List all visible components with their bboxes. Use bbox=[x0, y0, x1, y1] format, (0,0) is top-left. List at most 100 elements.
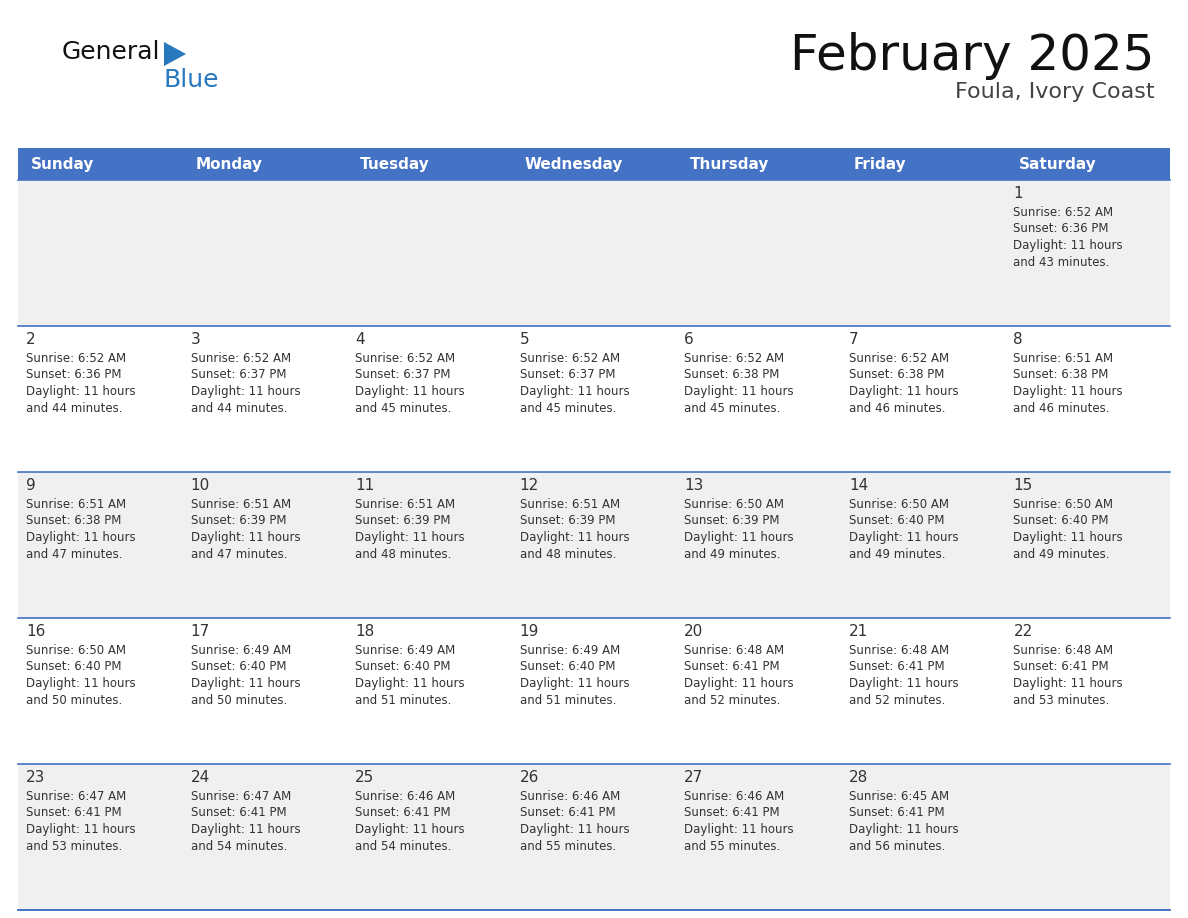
Text: and 47 minutes.: and 47 minutes. bbox=[190, 547, 287, 561]
Text: 8: 8 bbox=[1013, 332, 1023, 347]
Text: Sunset: 6:36 PM: Sunset: 6:36 PM bbox=[1013, 222, 1108, 236]
Text: General: General bbox=[62, 40, 160, 64]
Text: Daylight: 11 hours: Daylight: 11 hours bbox=[1013, 677, 1123, 690]
Text: Sunrise: 6:49 AM: Sunrise: 6:49 AM bbox=[190, 644, 291, 657]
Text: Daylight: 11 hours: Daylight: 11 hours bbox=[26, 677, 135, 690]
Text: Blue: Blue bbox=[164, 68, 220, 92]
Text: Daylight: 11 hours: Daylight: 11 hours bbox=[684, 677, 794, 690]
Polygon shape bbox=[164, 42, 187, 66]
Text: Sunrise: 6:50 AM: Sunrise: 6:50 AM bbox=[26, 644, 126, 657]
Text: 1: 1 bbox=[1013, 186, 1023, 201]
Text: Daylight: 11 hours: Daylight: 11 hours bbox=[849, 385, 959, 398]
Bar bbox=[18, 764, 1170, 910]
Text: and 52 minutes.: and 52 minutes. bbox=[684, 693, 781, 707]
Text: Sunrise: 6:52 AM: Sunrise: 6:52 AM bbox=[684, 352, 784, 365]
Text: Daylight: 11 hours: Daylight: 11 hours bbox=[849, 823, 959, 836]
Text: Sunset: 6:39 PM: Sunset: 6:39 PM bbox=[684, 514, 779, 528]
Text: Sunrise: 6:52 AM: Sunrise: 6:52 AM bbox=[190, 352, 291, 365]
Text: Daylight: 11 hours: Daylight: 11 hours bbox=[190, 385, 301, 398]
Text: and 54 minutes.: and 54 minutes. bbox=[355, 839, 451, 853]
Text: and 49 minutes.: and 49 minutes. bbox=[849, 547, 946, 561]
Text: 25: 25 bbox=[355, 770, 374, 785]
Text: Sunrise: 6:52 AM: Sunrise: 6:52 AM bbox=[849, 352, 949, 365]
Text: Sunset: 6:41 PM: Sunset: 6:41 PM bbox=[684, 807, 779, 820]
Text: and 43 minutes.: and 43 minutes. bbox=[1013, 255, 1110, 268]
Text: Sunday: Sunday bbox=[31, 156, 95, 172]
Text: Sunrise: 6:46 AM: Sunrise: 6:46 AM bbox=[355, 790, 455, 803]
Text: Daylight: 11 hours: Daylight: 11 hours bbox=[684, 823, 794, 836]
Text: Sunrise: 6:46 AM: Sunrise: 6:46 AM bbox=[519, 790, 620, 803]
Text: Daylight: 11 hours: Daylight: 11 hours bbox=[355, 823, 465, 836]
Text: and 53 minutes.: and 53 minutes. bbox=[26, 839, 122, 853]
Text: Daylight: 11 hours: Daylight: 11 hours bbox=[26, 823, 135, 836]
Text: Sunrise: 6:50 AM: Sunrise: 6:50 AM bbox=[1013, 498, 1113, 511]
Text: and 56 minutes.: and 56 minutes. bbox=[849, 839, 946, 853]
Text: Sunset: 6:40 PM: Sunset: 6:40 PM bbox=[1013, 514, 1108, 528]
Text: Daylight: 11 hours: Daylight: 11 hours bbox=[26, 385, 135, 398]
Text: and 51 minutes.: and 51 minutes. bbox=[519, 693, 617, 707]
Text: Sunrise: 6:52 AM: Sunrise: 6:52 AM bbox=[355, 352, 455, 365]
Text: Daylight: 11 hours: Daylight: 11 hours bbox=[190, 823, 301, 836]
Text: February 2025: February 2025 bbox=[790, 32, 1155, 80]
Text: Sunrise: 6:49 AM: Sunrise: 6:49 AM bbox=[519, 644, 620, 657]
Text: Daylight: 11 hours: Daylight: 11 hours bbox=[1013, 531, 1123, 544]
Bar bbox=[18, 618, 1170, 764]
Text: Sunset: 6:36 PM: Sunset: 6:36 PM bbox=[26, 368, 121, 382]
Text: Daylight: 11 hours: Daylight: 11 hours bbox=[849, 677, 959, 690]
Text: 24: 24 bbox=[190, 770, 210, 785]
Text: 3: 3 bbox=[190, 332, 201, 347]
Bar bbox=[18, 326, 1170, 472]
Text: and 50 minutes.: and 50 minutes. bbox=[26, 693, 122, 707]
Text: Daylight: 11 hours: Daylight: 11 hours bbox=[519, 531, 630, 544]
Text: Sunrise: 6:52 AM: Sunrise: 6:52 AM bbox=[26, 352, 126, 365]
Text: Daylight: 11 hours: Daylight: 11 hours bbox=[519, 385, 630, 398]
Text: and 47 minutes.: and 47 minutes. bbox=[26, 547, 122, 561]
Text: and 45 minutes.: and 45 minutes. bbox=[355, 401, 451, 415]
Text: Sunset: 6:41 PM: Sunset: 6:41 PM bbox=[1013, 660, 1110, 674]
Text: 14: 14 bbox=[849, 478, 868, 493]
Text: Sunrise: 6:48 AM: Sunrise: 6:48 AM bbox=[1013, 644, 1113, 657]
Text: Sunset: 6:41 PM: Sunset: 6:41 PM bbox=[849, 660, 944, 674]
Text: Sunset: 6:37 PM: Sunset: 6:37 PM bbox=[190, 368, 286, 382]
Text: and 53 minutes.: and 53 minutes. bbox=[1013, 693, 1110, 707]
Text: Sunset: 6:40 PM: Sunset: 6:40 PM bbox=[849, 514, 944, 528]
Text: and 44 minutes.: and 44 minutes. bbox=[26, 401, 122, 415]
Text: 6: 6 bbox=[684, 332, 694, 347]
Text: Saturday: Saturday bbox=[1018, 156, 1097, 172]
Text: Daylight: 11 hours: Daylight: 11 hours bbox=[1013, 239, 1123, 252]
Text: Sunset: 6:41 PM: Sunset: 6:41 PM bbox=[355, 807, 450, 820]
Text: 22: 22 bbox=[1013, 624, 1032, 639]
Text: and 45 minutes.: and 45 minutes. bbox=[684, 401, 781, 415]
Text: and 45 minutes.: and 45 minutes. bbox=[519, 401, 617, 415]
Text: Sunrise: 6:51 AM: Sunrise: 6:51 AM bbox=[355, 498, 455, 511]
Text: Sunrise: 6:51 AM: Sunrise: 6:51 AM bbox=[519, 498, 620, 511]
Text: 26: 26 bbox=[519, 770, 539, 785]
Text: 16: 16 bbox=[26, 624, 45, 639]
Text: Tuesday: Tuesday bbox=[360, 156, 430, 172]
Text: Sunset: 6:37 PM: Sunset: 6:37 PM bbox=[519, 368, 615, 382]
Text: Sunrise: 6:51 AM: Sunrise: 6:51 AM bbox=[190, 498, 291, 511]
Text: Daylight: 11 hours: Daylight: 11 hours bbox=[1013, 385, 1123, 398]
Text: Sunset: 6:41 PM: Sunset: 6:41 PM bbox=[26, 807, 121, 820]
Text: 5: 5 bbox=[519, 332, 530, 347]
Bar bbox=[18, 180, 1170, 326]
Text: 9: 9 bbox=[26, 478, 36, 493]
Text: and 50 minutes.: and 50 minutes. bbox=[190, 693, 286, 707]
Text: and 55 minutes.: and 55 minutes. bbox=[519, 839, 615, 853]
Text: 13: 13 bbox=[684, 478, 703, 493]
Bar bbox=[18, 148, 1170, 180]
Text: 20: 20 bbox=[684, 624, 703, 639]
Text: Sunset: 6:39 PM: Sunset: 6:39 PM bbox=[355, 514, 450, 528]
Text: Sunrise: 6:51 AM: Sunrise: 6:51 AM bbox=[1013, 352, 1113, 365]
Text: Monday: Monday bbox=[196, 156, 263, 172]
Text: Sunset: 6:38 PM: Sunset: 6:38 PM bbox=[684, 368, 779, 382]
Text: Wednesday: Wednesday bbox=[525, 156, 624, 172]
Text: and 54 minutes.: and 54 minutes. bbox=[190, 839, 287, 853]
Text: Daylight: 11 hours: Daylight: 11 hours bbox=[519, 823, 630, 836]
Text: and 49 minutes.: and 49 minutes. bbox=[684, 547, 781, 561]
Text: Sunrise: 6:48 AM: Sunrise: 6:48 AM bbox=[684, 644, 784, 657]
Text: Sunset: 6:38 PM: Sunset: 6:38 PM bbox=[1013, 368, 1108, 382]
Text: Daylight: 11 hours: Daylight: 11 hours bbox=[684, 531, 794, 544]
Text: Sunrise: 6:50 AM: Sunrise: 6:50 AM bbox=[684, 498, 784, 511]
Text: Sunset: 6:40 PM: Sunset: 6:40 PM bbox=[355, 660, 450, 674]
